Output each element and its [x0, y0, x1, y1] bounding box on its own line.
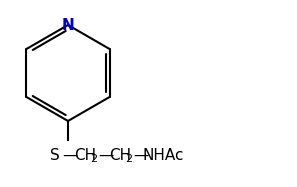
Text: 2: 2 — [125, 154, 132, 164]
Text: —: — — [133, 148, 148, 163]
Text: CH: CH — [74, 148, 96, 163]
Text: NHAc: NHAc — [142, 148, 184, 163]
Text: —: — — [62, 148, 78, 163]
Text: 2: 2 — [91, 154, 97, 164]
Text: —: — — [98, 148, 114, 163]
Text: CH: CH — [109, 148, 131, 163]
Text: S: S — [50, 148, 60, 163]
Text: N: N — [61, 18, 74, 33]
